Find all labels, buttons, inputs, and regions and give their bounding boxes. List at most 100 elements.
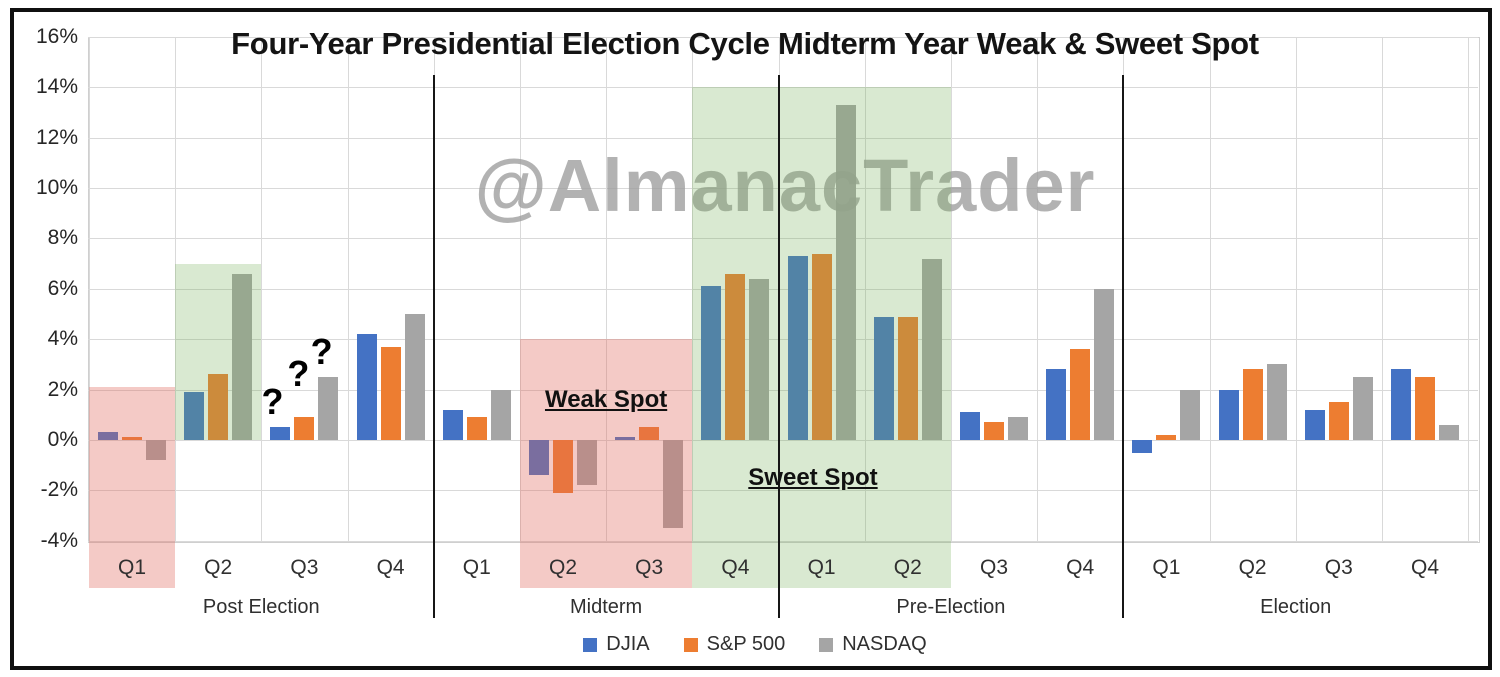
gridline-vertical	[606, 36, 608, 541]
gridline-horizontal	[88, 440, 1478, 441]
question-mark: ?	[261, 381, 284, 423]
legend-item-nasdaq: NASDAQ	[819, 633, 927, 656]
y-axis-tick-label: 0%	[47, 428, 78, 451]
quarter-label: Q4	[1410, 556, 1440, 579]
bar-nasdaq-group16	[1439, 424, 1459, 440]
bar-djia-group9	[787, 256, 808, 440]
bar-djia-group16	[1391, 369, 1411, 440]
bar-sp500-group5	[466, 417, 487, 440]
bar-djia-group15	[1304, 409, 1325, 440]
bar-djia-group14	[1218, 389, 1239, 440]
gridline-vertical	[1295, 36, 1297, 541]
bar-nasdaq-group7	[663, 440, 684, 529]
bar-djia-group13	[1132, 440, 1153, 453]
legend: DJIA S&P 500 NASDAQ	[0, 633, 1500, 656]
bar-djia-group3	[270, 427, 291, 440]
y-axis-tick-label: 10%	[35, 176, 78, 199]
y-axis-tick-label: 4%	[47, 327, 78, 351]
legend-item-sp500: S&P 500	[683, 633, 786, 656]
legend-swatch-nasdaq	[819, 637, 834, 652]
gridline-vertical	[950, 36, 952, 541]
bar-nasdaq-group4	[404, 314, 425, 440]
bar-nasdaq-group5	[490, 389, 511, 440]
bar-nasdaq-group9	[835, 104, 856, 440]
bar-nasdaq-group13	[1180, 389, 1201, 440]
weak-spot-label: Weak Spot	[544, 385, 668, 413]
bar-nasdaq-group14	[1266, 364, 1287, 440]
gridline-vertical	[1037, 36, 1039, 541]
gridline-horizontal	[88, 137, 1478, 139]
bar-nasdaq-group3	[318, 377, 339, 440]
gridline-horizontal	[88, 288, 1478, 290]
bar-djia-group11	[960, 412, 980, 440]
question-mark: ?	[287, 353, 310, 395]
highlight-sweet-box	[175, 263, 262, 440]
bar-djia-group4	[356, 334, 377, 440]
gridline-horizontal	[88, 238, 1478, 240]
bar-nasdaq-group6	[577, 440, 597, 486]
gridline-vertical	[519, 36, 521, 541]
y-axis-tick-label: 6%	[47, 276, 78, 300]
watermark-text: @AlmanacTrader	[474, 144, 1096, 227]
gridline-vertical	[1468, 36, 1470, 541]
legend-item-djia: DJIA	[583, 633, 650, 656]
chart-title: Four-Year Presidential Election Cycle Mi…	[231, 26, 1259, 61]
quarter-label: Q1	[462, 556, 491, 579]
bar-sp500-group16	[1415, 377, 1435, 440]
bar-sp500-group13	[1156, 434, 1177, 440]
legend-label-nasdaq: NASDAQ	[842, 633, 927, 655]
section-label: Post Election	[202, 596, 320, 618]
section-divider	[1122, 75, 1125, 618]
quarter-label: Q2	[548, 556, 578, 579]
bar-sp500-group10	[897, 316, 918, 440]
bar-sp500-group3	[294, 417, 315, 440]
quarter-label: Q2	[893, 556, 922, 579]
question-mark: ?	[310, 330, 333, 372]
bar-nasdaq-group12	[1094, 288, 1115, 440]
bar-sp500-group4	[380, 346, 401, 440]
bar-sp500-group14	[1242, 369, 1263, 440]
legend-swatch-djia	[583, 637, 598, 652]
bar-nasdaq-group11	[1008, 417, 1028, 440]
quarter-label: Q3	[979, 556, 1009, 579]
y-axis-tick-label: 12%	[35, 125, 78, 149]
gridline-vertical	[1209, 36, 1211, 541]
gridline-vertical	[347, 36, 349, 541]
quarter-label: Q4	[376, 556, 405, 579]
bar-nasdaq-group2	[232, 273, 253, 440]
quarter-label: Q2	[1238, 556, 1267, 579]
highlight-weak-box	[519, 339, 693, 588]
section-divider	[777, 75, 780, 618]
gridline-vertical	[692, 36, 694, 541]
y-axis-tick-label: -4%	[40, 528, 78, 552]
highlight-sweet-box	[692, 87, 951, 588]
gridline-horizontal	[88, 490, 1478, 492]
y-axis-tick-label: 8%	[47, 226, 78, 250]
legend-swatch-sp500	[683, 637, 698, 652]
bar-sp500-group1	[122, 437, 142, 440]
bar-sp500-group7	[639, 427, 660, 440]
bar-nasdaq-group15	[1352, 377, 1373, 440]
section-divider	[432, 75, 435, 618]
quarter-label: Q4	[1066, 556, 1095, 579]
bar-sp500-group2	[208, 374, 229, 440]
gridline-vertical	[88, 36, 90, 541]
quarter-label: Q3	[1324, 556, 1353, 579]
highlight-weak-box	[88, 387, 176, 588]
gridline-vertical	[175, 36, 177, 541]
gridline-horizontal	[88, 389, 1478, 391]
bar-sp500-group6	[553, 440, 573, 493]
bar-nasdaq-group8	[749, 278, 770, 440]
bar-nasdaq-group10	[921, 258, 942, 440]
gridline-horizontal	[88, 36, 1478, 38]
y-axis-tick-label: 14%	[35, 75, 78, 99]
gridline-vertical	[1381, 36, 1383, 541]
bar-sp500-group9	[811, 253, 832, 440]
quarter-label: Q2	[204, 556, 233, 579]
quarter-label: Q1	[807, 556, 836, 579]
sweet-spot-label: Sweet Spot	[748, 463, 878, 491]
bar-sp500-group11	[984, 422, 1004, 440]
legend-label-sp500: S&P 500	[706, 633, 786, 655]
bar-djia-group7	[615, 437, 636, 440]
